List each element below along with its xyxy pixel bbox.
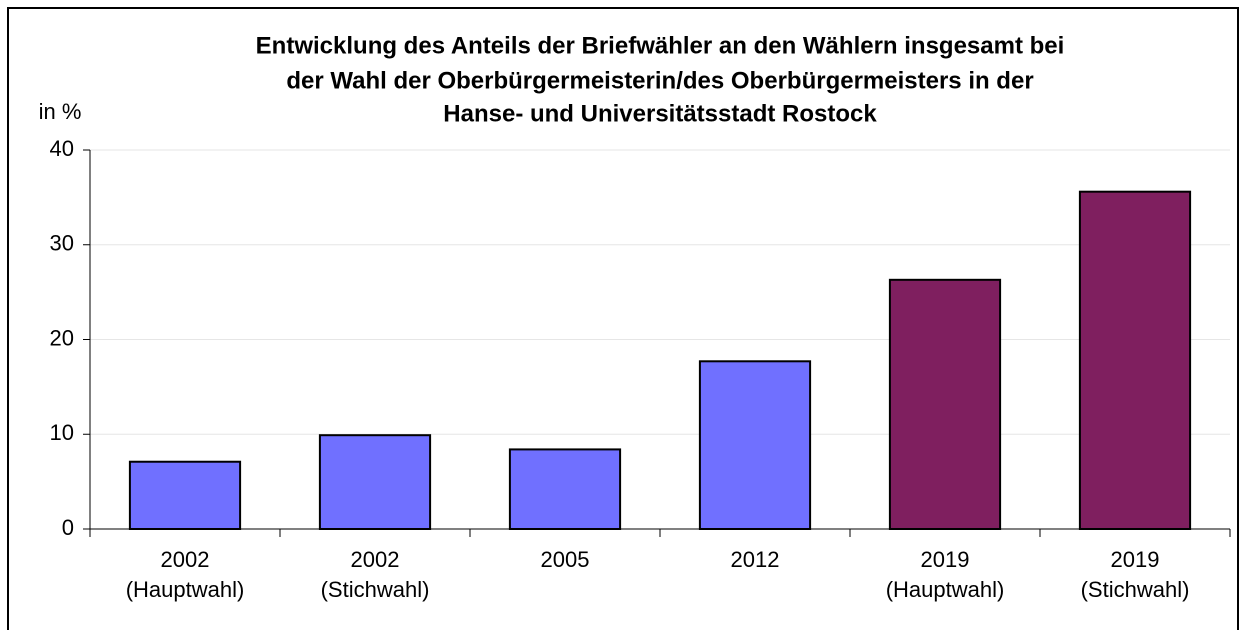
chart-frame [7,7,1239,635]
y-tick-label: 30 [50,231,74,256]
x-tick-label: (Hauptwahl) [126,577,245,602]
chart-title: der Wahl der Oberbürgermeisterin/des Obe… [286,67,1033,94]
chart-title: Hanse- und Universitätsstadt Rostock [443,100,877,127]
bar [318,434,432,531]
x-tick-label: (Stichwahl) [1081,577,1190,602]
y-axis-label: in % [39,99,82,124]
bar [1078,190,1192,530]
x-tick-label: 2002 [161,547,210,572]
x-tick-label: 2005 [541,547,590,572]
bar [128,460,242,531]
y-tick-label: 0 [62,515,74,540]
x-tick-label: (Hauptwahl) [886,577,1005,602]
y-tick-label: 20 [50,325,74,350]
bar [508,448,622,530]
x-tick-label: 2002 [351,547,400,572]
x-tick-label: 2012 [731,547,780,572]
y-tick-label: 40 [50,136,74,161]
x-tick-label: 2019 [921,547,970,572]
chart-title: Entwicklung des Anteils der Briefwähler … [256,32,1065,59]
bar [698,360,812,531]
x-tick-label: (Stichwahl) [321,577,430,602]
y-tick-label: 10 [50,420,74,445]
x-tick-label: 2019 [1111,547,1160,572]
bar [888,278,1002,530]
